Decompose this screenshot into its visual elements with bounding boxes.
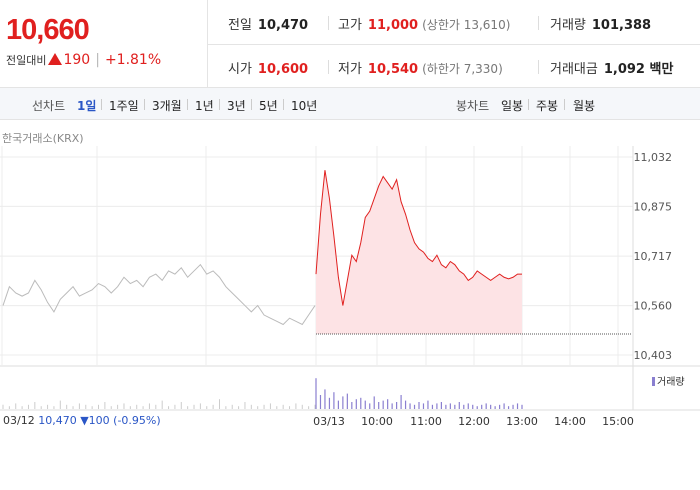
prev-day-line: [2, 263, 316, 326]
prev-day-summary: 03/12 10,470 ▼100 (-0.95%): [3, 414, 161, 427]
divider: [144, 99, 145, 110]
high-value: 11,000: [367, 18, 419, 33]
divider: [328, 60, 329, 74]
price-box: 10,660 전일대비 190 | +1.81%: [0, 0, 208, 88]
divider: [208, 44, 700, 45]
candle-chart-label: 봉차트: [456, 99, 490, 113]
change-amount: 190: [63, 52, 91, 68]
divider: [538, 16, 539, 30]
divider: [251, 99, 252, 110]
prev-close-value: 10,470: [257, 18, 309, 33]
data-source: 한국거래소(KRX): [2, 132, 84, 145]
change-separator: |: [95, 52, 100, 68]
current-price: 10,660: [6, 14, 90, 46]
stat-volume: 거래량 101,388: [550, 14, 651, 33]
prev-day-close: 10,470: [38, 414, 77, 427]
stat-trade-value: 거래대금 1,092 백만: [550, 58, 673, 77]
divider: [283, 99, 284, 110]
line-chart-label: 선차트: [32, 99, 66, 113]
change-label: 전일대비: [6, 54, 47, 67]
volume-label: 거래량: [550, 18, 586, 33]
x-tick-label: 10:00: [361, 415, 393, 428]
divider: [528, 99, 529, 110]
high-label: 고가: [338, 18, 362, 33]
today-line: [315, 170, 522, 306]
tab-monthly[interactable]: 월봉: [573, 99, 596, 113]
stat-high: 고가 11,000 (상한가 13,610): [338, 14, 510, 33]
x-tick-label: 13:00: [506, 415, 538, 428]
trade-value-value: 1,092 백만: [603, 62, 674, 77]
divider: [538, 60, 539, 74]
volume-legend-label: 거래량: [657, 377, 685, 388]
lower-limit: (하한가 7,330): [422, 62, 503, 76]
tab-daily[interactable]: 일봉: [501, 99, 524, 113]
divider: [101, 99, 102, 110]
prev-day-change: ▼100: [80, 414, 110, 427]
open-label: 시가: [228, 62, 252, 77]
tab-3y[interactable]: 3년: [227, 99, 246, 113]
tab-1y[interactable]: 1년: [195, 99, 214, 113]
volume-legend: 거래량: [652, 373, 685, 388]
volume-value: 101,388: [591, 18, 652, 33]
trade-value-label: 거래대금: [550, 62, 598, 77]
prev-close-label: 전일: [228, 18, 252, 33]
today-area: [316, 170, 522, 334]
tab-1w[interactable]: 1주일: [109, 99, 139, 113]
stat-open: 시가 10,600: [228, 58, 308, 77]
change-percent: +1.81%: [104, 52, 162, 68]
stat-low: 저가 10,540 (하한가 7,330): [338, 58, 503, 77]
divider: [328, 16, 329, 30]
low-value: 10,540: [367, 62, 419, 77]
prev-day-pct: (-0.95%): [113, 414, 161, 427]
tab-5y[interactable]: 5년: [259, 99, 278, 113]
tab-1d[interactable]: 1일: [77, 99, 97, 113]
tab-weekly[interactable]: 주봉: [536, 99, 559, 113]
prev-day-date: 03/12: [3, 414, 35, 427]
tab-3m[interactable]: 3개월: [152, 99, 182, 113]
x-tick-label: 15:00: [602, 415, 634, 428]
chart-tabs: 선차트 1일 1주일 3개월 1년 3년 5년 10년 봉차트 일봉 주봉 월봉: [0, 88, 700, 120]
x-tick-label: 12:00: [458, 415, 490, 428]
quote-header: 10,660 전일대비 190 | +1.81% 전일 10,470 고가 11,000(…: [0, 0, 700, 88]
x-tick-label: 03/13: [313, 415, 345, 428]
stats-panel: 전일 10,470 고가 11,000 (상한가 13,610) 거래량 101,388…: [208, 0, 700, 88]
tab-10y[interactable]: 10년: [291, 99, 318, 113]
up-triangle-icon: [48, 53, 63, 65]
y-tick-label: 10,875: [634, 200, 673, 213]
x-tick-label: 11:00: [410, 415, 442, 428]
divider: [219, 99, 220, 110]
volume-legend-swatch: [652, 377, 655, 386]
x-tick-label: 14:00: [554, 415, 586, 428]
change-row: 전일대비 190 | +1.81%: [6, 52, 161, 68]
y-tick-label: 10,403: [634, 349, 673, 362]
y-tick-label: 11,032: [634, 151, 673, 164]
divider: [187, 99, 188, 110]
upper-limit: (상한가 13,610): [422, 18, 511, 32]
low-label: 저가: [338, 62, 362, 77]
stat-prev-close: 전일 10,470: [228, 14, 308, 33]
divider: [564, 99, 565, 110]
y-tick-label: 10,717: [634, 250, 673, 263]
open-value: 10,600: [257, 62, 309, 77]
y-tick-label: 10,560: [634, 300, 673, 313]
